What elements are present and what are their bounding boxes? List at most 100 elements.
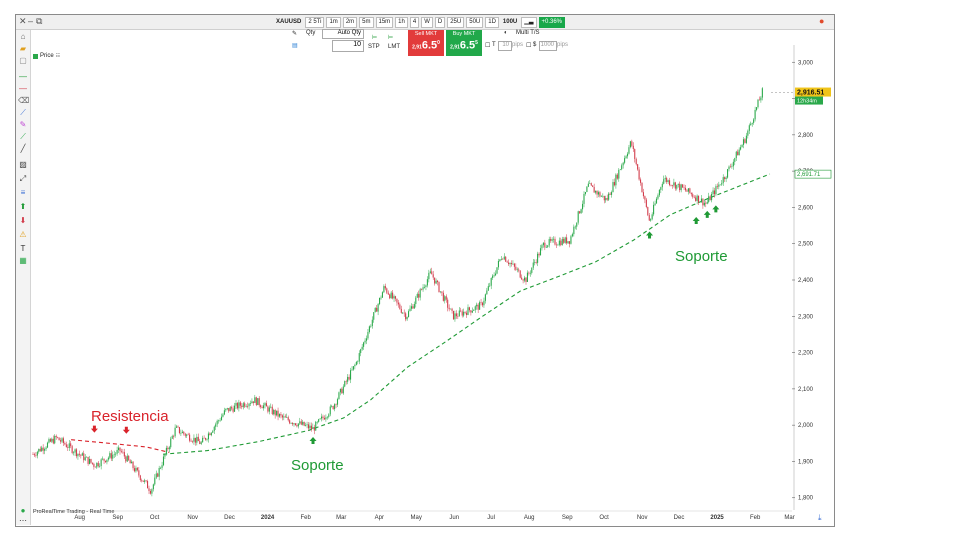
timeframe-0[interactable]: 2 5Ti	[305, 16, 325, 28]
buy-market-button[interactable]: Buy MKT 2,916.55	[446, 30, 482, 56]
ruler-icon[interactable]: ▨	[19, 160, 27, 169]
unit-25u[interactable]: 25U	[447, 16, 465, 28]
more-tools-icon[interactable]: ⋯	[19, 516, 27, 525]
trend-tool-icon[interactable]: ⟋	[20, 108, 26, 117]
auto-qty-dropdown[interactable]: Auto Qty	[322, 29, 364, 39]
timeframe-1m[interactable]: 1m	[326, 16, 341, 28]
candle-up	[229, 407, 231, 412]
brush-icon[interactable]: ✎	[292, 31, 298, 37]
candle-up	[657, 195, 659, 199]
symbol-selector[interactable]: XAUUSD	[276, 18, 302, 25]
timeframe-5m[interactable]: 5m	[359, 16, 374, 28]
chart-style-icon[interactable]: ▁▃	[521, 16, 537, 28]
minimize-icon[interactable]: –	[28, 16, 34, 26]
page-icon[interactable]: ▢	[19, 56, 27, 65]
panel-icon[interactable]: ▤	[292, 43, 298, 49]
candle-up	[174, 427, 176, 437]
candle-up	[74, 449, 76, 453]
cursor-icon[interactable]: ⌂	[20, 32, 26, 41]
qty-input[interactable]: 10	[332, 40, 364, 52]
candle-up	[602, 195, 604, 197]
hline-green-icon[interactable]: —	[19, 72, 27, 81]
candle-up	[486, 290, 488, 295]
limit-order-icon[interactable]: ⊨	[388, 35, 394, 41]
candle-down	[203, 437, 205, 439]
candle-up	[318, 419, 320, 422]
candle-down	[394, 296, 397, 299]
timeframe-d[interactable]: D	[434, 16, 446, 28]
candle-up	[268, 407, 270, 412]
settings-icon[interactable]: ☷	[55, 53, 61, 59]
t-checkbox[interactable]: ☐	[485, 43, 491, 49]
price-legend[interactable]: Price ☷	[33, 53, 60, 59]
multi-ts-toggle-icon[interactable]: ◐	[504, 30, 508, 36]
scroll-end-icon[interactable]: ⤓	[818, 513, 822, 522]
candle-up	[748, 125, 750, 131]
candle-up	[170, 438, 172, 448]
timeframe-w[interactable]: W	[421, 16, 433, 28]
sell-market-button[interactable]: Sell MKT 2,916.50	[408, 30, 444, 56]
candle-down	[197, 436, 199, 442]
candle-up	[428, 272, 430, 280]
candle-down	[455, 313, 457, 317]
close-icon[interactable]: ✕	[19, 16, 27, 26]
candle-up	[370, 326, 372, 327]
candle-down	[705, 202, 707, 204]
t-input[interactable]: 10	[498, 41, 512, 51]
candle-up	[419, 289, 421, 298]
candle-down	[247, 406, 249, 407]
candle-down	[323, 417, 325, 420]
candle-down	[389, 294, 391, 299]
timeframe-1h[interactable]: 1h	[395, 16, 408, 28]
unit-50u[interactable]: 50U	[466, 16, 484, 28]
candle-up	[577, 211, 579, 223]
candle-down	[119, 447, 121, 452]
unit-1d[interactable]: 1D	[485, 16, 499, 28]
trash-icon[interactable]: ⌫	[18, 96, 30, 105]
candle-up	[754, 109, 756, 120]
candle-up	[471, 310, 473, 313]
warning-icon[interactable]: ⚠	[19, 230, 27, 239]
units-selector[interactable]: 100U	[502, 18, 518, 25]
resistance-moving-average	[71, 439, 170, 453]
timeframe-4[interactable]: 4	[409, 16, 420, 28]
candle-up	[286, 417, 288, 418]
candle-down	[599, 192, 601, 197]
text-tool-icon[interactable]: T	[20, 244, 26, 253]
candle-up	[756, 107, 758, 110]
candle-down	[399, 304, 401, 309]
hline-red-icon[interactable]: —	[19, 84, 27, 93]
candle-down	[684, 187, 687, 191]
s-checkbox[interactable]: ☐	[526, 43, 532, 49]
measure-icon[interactable]: ⤢	[19, 174, 27, 183]
candle-up	[680, 184, 682, 191]
brush-tool-icon[interactable]: ✎	[19, 120, 27, 129]
candle-up	[687, 188, 689, 192]
candle-down	[55, 435, 57, 438]
candle-down	[62, 438, 64, 443]
candle-down	[412, 306, 414, 309]
up-arrow-tool-icon[interactable]: ⬆	[19, 202, 27, 211]
candle-down	[508, 262, 510, 265]
stop-order-icon[interactable]: ⊨	[372, 35, 378, 41]
down-arrow-tool-icon[interactable]: ⬇	[19, 216, 27, 225]
timeframe-15m[interactable]: 15m	[375, 16, 394, 28]
s-input[interactable]: 1000	[539, 41, 557, 51]
candle-up	[135, 467, 137, 472]
support-moving-average	[163, 173, 771, 455]
fib-icon[interactable]: ≡	[20, 188, 26, 197]
restore-icon[interactable]: ⧉	[36, 16, 43, 26]
y-tick-label: 2,000	[798, 423, 814, 429]
candle-up	[299, 421, 301, 424]
candle-up	[321, 416, 323, 419]
timeframe-2m[interactable]: 2m	[342, 16, 358, 28]
price-chart[interactable]: 3,0002,9002,8002,7002,6002,5002,4002,300…	[16, 15, 834, 526]
line-tool-icon[interactable]: ╱	[20, 144, 26, 153]
folder-icon[interactable]: ▰	[19, 44, 27, 53]
ray-tool-icon[interactable]: ⟋	[20, 132, 26, 141]
candle-up	[658, 189, 660, 196]
candle-down	[460, 310, 462, 312]
candle-up	[77, 453, 79, 457]
candle-up	[373, 312, 375, 320]
grid-tool-icon[interactable]: ▦	[19, 256, 27, 265]
